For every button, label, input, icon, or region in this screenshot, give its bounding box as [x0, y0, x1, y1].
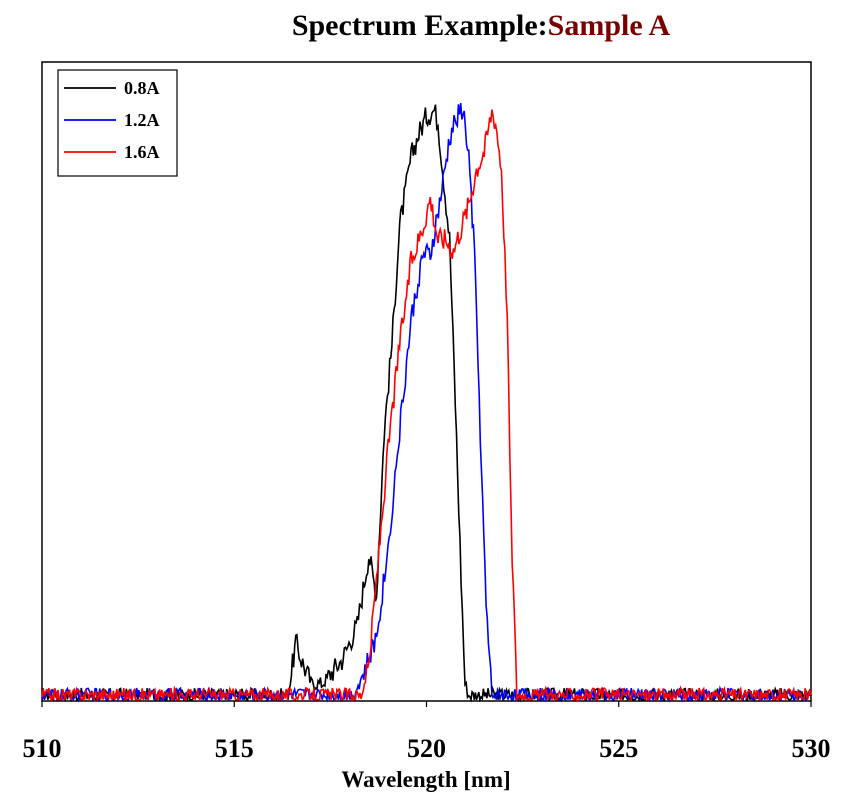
x-tick-label: 525: [599, 734, 638, 763]
legend-label-1.6A: 1.6A: [124, 142, 160, 162]
chart-title-block: Spectrum Example:Sample A: [0, 8, 854, 44]
legend-label-1.2A: 1.2A: [124, 110, 160, 130]
x-tick-label: 530: [792, 734, 831, 763]
legend-items: 0.8A 1.2A 1.6A: [64, 78, 160, 162]
x-axis-label: Wavelength [nm]: [341, 767, 510, 792]
chart-subtitle: Sample A: [547, 9, 671, 42]
legend: 0.8A 1.2A 1.6A: [57, 69, 178, 177]
series-layer: [41, 103, 812, 703]
x-axis-ticks: 510 515 520 525 530: [23, 701, 831, 763]
legend-label-0.8A: 0.8A: [124, 78, 160, 98]
x-tick-label: 510: [23, 734, 62, 763]
series-line-1.6A: [41, 109, 812, 703]
chart-title: Spectrum Example: [291, 9, 538, 42]
x-tick-label: 520: [407, 734, 446, 763]
chart-title-separator: :: [537, 9, 548, 42]
x-tick-label: 515: [215, 734, 254, 763]
